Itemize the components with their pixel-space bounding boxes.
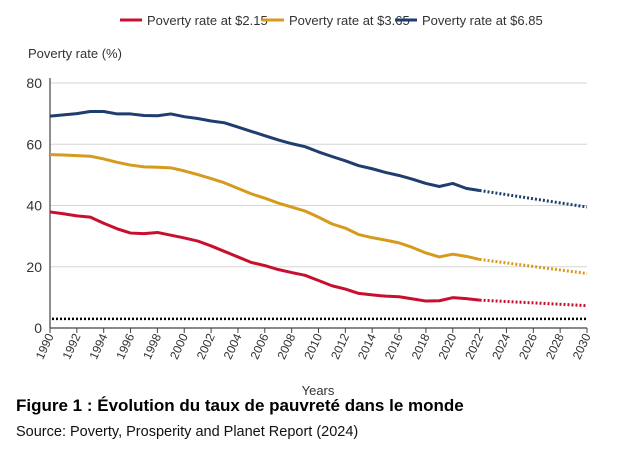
x-tick-label: 2002 <box>194 331 218 361</box>
y-axis-label: Poverty rate (%) <box>28 46 122 61</box>
series-line-0 <box>49 210 480 303</box>
y-tick-label: 0 <box>34 320 42 336</box>
x-tick-label: 2020 <box>435 331 459 361</box>
x-tick-label: 2000 <box>167 331 191 361</box>
series-projection-2 <box>479 189 588 209</box>
x-tick-label: 1996 <box>113 331 137 361</box>
legend-label: Poverty rate at $2.15 <box>147 13 268 28</box>
x-tick-label: 2022 <box>462 331 486 361</box>
x-tick-label: 2016 <box>382 331 406 361</box>
x-tick-label: 2012 <box>328 331 352 361</box>
x-tick-label: 2026 <box>516 331 540 361</box>
x-tick-label: 2010 <box>301 331 325 361</box>
y-tick-label: 60 <box>26 136 42 152</box>
x-tick-label: 2006 <box>248 331 272 361</box>
legend-label: Poverty rate at $3.65 <box>289 13 410 28</box>
x-tick-label: 2028 <box>543 331 567 361</box>
series-line-2 <box>49 109 480 192</box>
x-tick-label: 2030 <box>570 331 594 361</box>
x-axis-label: Years <box>302 383 335 398</box>
x-tick-label: 1998 <box>140 331 164 361</box>
y-tick-label: 20 <box>26 259 42 275</box>
y-tick-label: 80 <box>26 75 42 91</box>
figure-caption-title: Figure 1 : Évolution du taux de pauvreté… <box>16 396 464 415</box>
x-tick-label: 2018 <box>409 331 433 361</box>
y-tick-label: 40 <box>26 198 42 214</box>
x-tick-label: 1992 <box>60 331 84 361</box>
x-tick-label: 2008 <box>274 331 298 361</box>
series-projection-0 <box>479 298 588 308</box>
figure-caption-source: Source: Poverty, Prosperity and Planet R… <box>16 424 359 440</box>
x-tick-label: 2024 <box>489 331 513 361</box>
legend-label: Poverty rate at $6.85 <box>422 13 543 28</box>
series-line-1 <box>49 153 480 261</box>
x-tick-label: 1994 <box>86 331 110 361</box>
x-tick-label: 2004 <box>221 331 245 361</box>
x-tick-label: 2014 <box>355 331 379 361</box>
